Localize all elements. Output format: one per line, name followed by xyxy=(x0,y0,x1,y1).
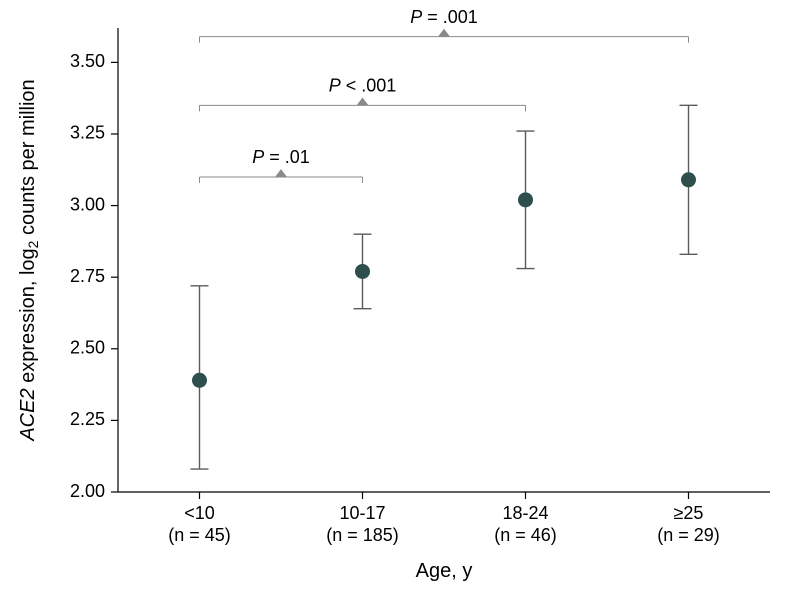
x-axis-label: Age, y xyxy=(416,560,473,582)
y-tick-label: 2.50 xyxy=(70,338,105,358)
x-tick-label-line2: (n = 185) xyxy=(326,525,399,545)
y-tick-label: 2.25 xyxy=(70,409,105,429)
x-tick-label-line2: (n = 45) xyxy=(168,525,231,545)
x-tick-label-line1: 18-24 xyxy=(502,503,548,523)
y-tick-label: 3.00 xyxy=(70,194,105,214)
y-tick-label: 2.00 xyxy=(70,481,105,501)
pvalue-pointer-icon xyxy=(357,98,369,106)
data-point xyxy=(192,373,207,388)
x-tick-label-line2: (n = 29) xyxy=(657,525,720,545)
pvalue-pointer-icon xyxy=(438,29,450,37)
pvalue-label: P = .001 xyxy=(410,7,478,27)
pvalue-pointer-icon xyxy=(275,169,287,177)
data-point xyxy=(355,264,370,279)
y-tick-label: 2.75 xyxy=(70,266,105,286)
y-tick-label: 3.50 xyxy=(70,51,105,71)
x-tick-label-line1: ≥25 xyxy=(674,503,704,523)
pvalue-label: P < .001 xyxy=(329,76,397,96)
x-tick-label-line2: (n = 46) xyxy=(494,525,557,545)
data-point xyxy=(681,172,696,187)
x-tick-label-line1: <10 xyxy=(184,503,215,523)
ace2-expression-chart: 2.00 2.25 2.50 2.75 3.00 3.25 3.50 ACE2 express… xyxy=(0,0,810,604)
chart-svg: 2.00 2.25 2.50 2.75 3.00 3.25 3.50 ACE2 express… xyxy=(0,0,810,604)
pvalue-label: P = .01 xyxy=(252,147,310,167)
data-point xyxy=(518,192,533,207)
y-tick-label: 3.25 xyxy=(70,123,105,143)
x-tick-label-line1: 10-17 xyxy=(339,503,385,523)
y-axis-label: ACE2 expression, log2 counts per million xyxy=(17,79,41,441)
